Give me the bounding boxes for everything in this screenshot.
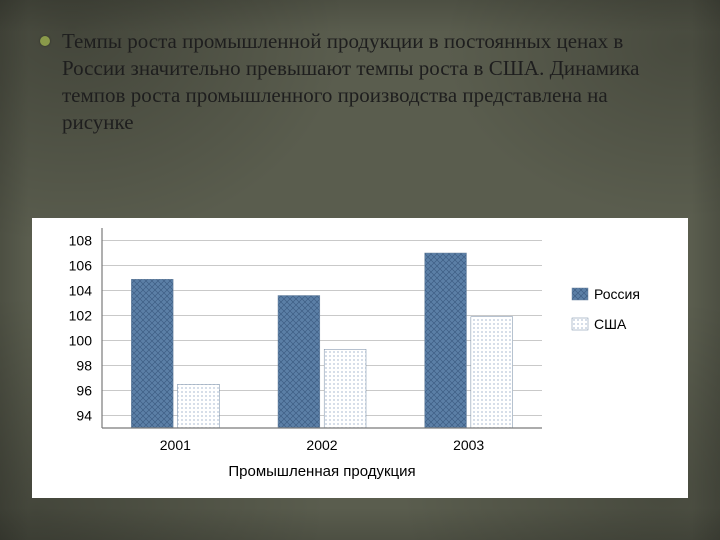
- bar-2001-США: [178, 384, 220, 428]
- x-category-label: 2003: [453, 437, 484, 453]
- legend-label: США: [594, 316, 627, 332]
- legend-swatch-США: [572, 318, 588, 330]
- svg-text:100: 100: [69, 333, 93, 349]
- bar-2001-Россия: [131, 279, 173, 428]
- svg-text:108: 108: [69, 233, 93, 249]
- svg-text:96: 96: [76, 383, 92, 399]
- x-category-label: 2002: [306, 437, 337, 453]
- svg-text:106: 106: [69, 258, 93, 274]
- bullet-dot: [40, 36, 50, 46]
- legend-swatch-Россия: [572, 288, 588, 300]
- legend-label: Россия: [594, 286, 640, 302]
- svg-text:94: 94: [76, 408, 92, 424]
- chart-container: 94 96 98 100 102 104 106 108 2001 2002 2003 Промышл…: [32, 218, 688, 498]
- bar-2002-Россия: [278, 296, 320, 429]
- x-category-label: 2001: [160, 437, 191, 453]
- svg-text:104: 104: [69, 283, 93, 299]
- x-axis-title: Промышленная продукция: [228, 463, 415, 480]
- slide-text-block: Темпы роста промышленной продукции в пос…: [40, 28, 680, 136]
- bar-2003-США: [471, 317, 513, 428]
- paragraph: Темпы роста промышленной продукции в пос…: [62, 28, 680, 136]
- svg-text:98: 98: [76, 358, 92, 374]
- bar-2003-Россия: [425, 253, 467, 428]
- bar-2002-США: [324, 349, 366, 428]
- bar-chart: 94 96 98 100 102 104 106 108 2001 2002 2003 Промышл…: [32, 218, 688, 498]
- svg-text:102: 102: [69, 308, 93, 324]
